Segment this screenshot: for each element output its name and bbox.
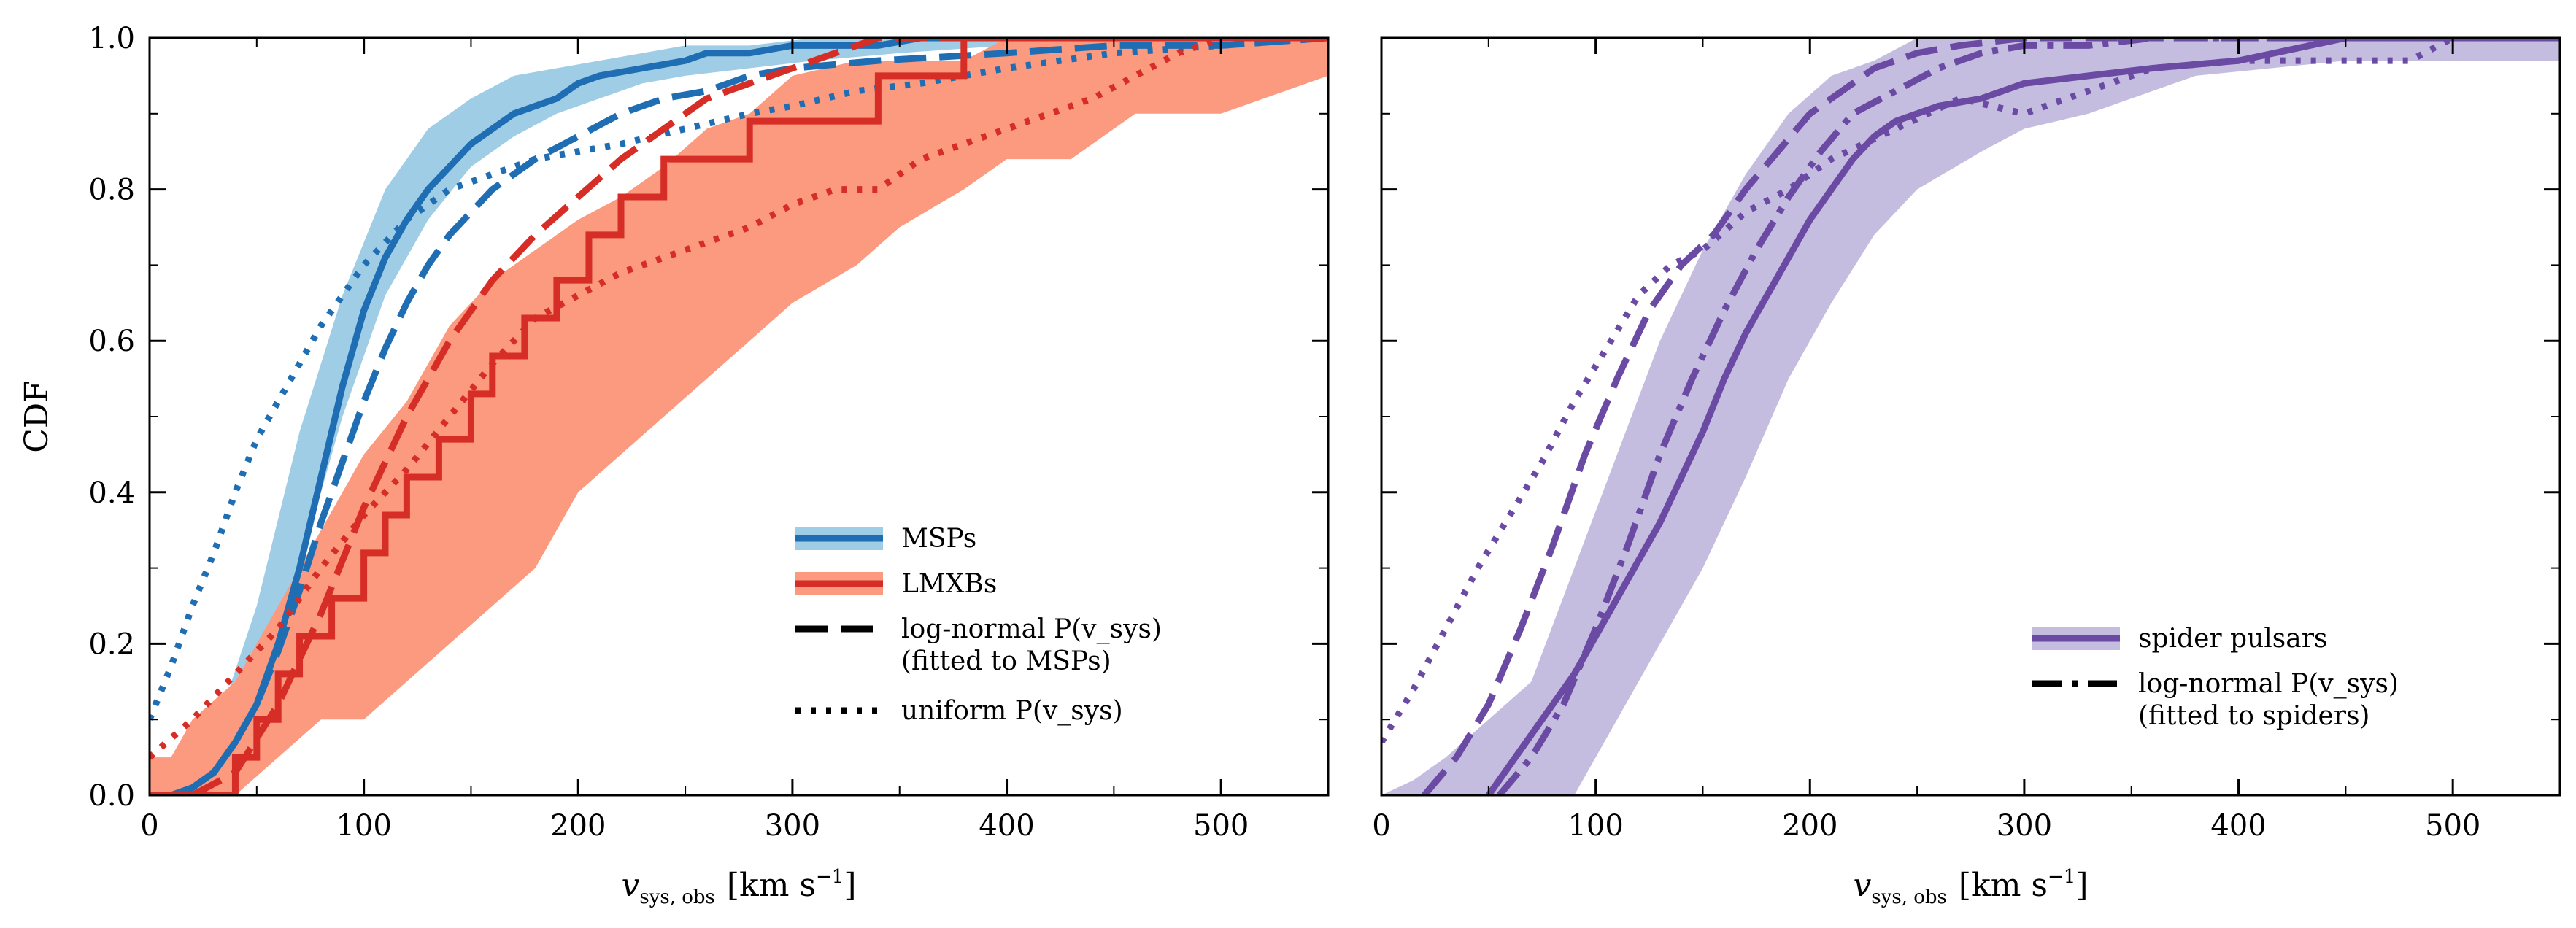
legend-label: MSPs — [901, 524, 976, 554]
x-tick-label: 200 — [550, 809, 606, 843]
lmxb_band-band — [150, 38, 1328, 795]
x-axis-label: vsys, obs [km s−1] — [1853, 866, 2088, 908]
x-tick-label: 300 — [765, 809, 820, 843]
x-tick-label: 400 — [979, 809, 1034, 843]
right-plot-area — [1381, 38, 2560, 795]
legend-label: LMXBs — [901, 569, 997, 599]
y-tick-label: 0.8 — [88, 174, 135, 207]
lmxb_lognorm-line — [190, 38, 1328, 795]
legend-item: log-normal P(v_sys)(fitted to MSPs) — [795, 614, 1162, 676]
legend-label-line2: (fitted to MSPs) — [901, 646, 1111, 676]
y-tick-label: 1.0 — [88, 22, 135, 55]
x-tick-label: 100 — [336, 809, 391, 843]
left-legend: MSPs LMXBs log-normal P(v_sys)(fitted to M… — [795, 524, 1162, 726]
y-tick-label: 0.4 — [88, 476, 135, 510]
x-tick-label: 200 — [1782, 809, 1837, 843]
x-tick-label: 400 — [2210, 809, 2266, 843]
spider_lognorm2-line — [1422, 38, 2560, 795]
spider_band-band — [1381, 38, 2560, 795]
y-axis-label: CDF — [18, 380, 55, 452]
spider_ecdf-line — [1486, 38, 2560, 795]
left-plot-area — [150, 38, 1328, 795]
legend-label: log-normal P(v_sys) — [2138, 669, 2399, 699]
right-panel: 0 100 200 300 400 500 vsys, obs [km s−1] spider … — [1372, 36, 2561, 908]
x-tick-label: 500 — [2425, 809, 2480, 843]
msp_lognorm-line — [169, 38, 1328, 795]
y-tick-label: 0.0 — [88, 779, 135, 813]
legend-item: LMXBs — [795, 569, 997, 599]
y-tick-label: 0.6 — [88, 325, 135, 358]
x-axis-label: vsys, obs [km s−1] — [621, 866, 856, 908]
legend-item: spider pulsars — [2032, 624, 2327, 654]
legend-item: log-normal P(v_sys)(fitted to spiders) — [2032, 669, 2399, 731]
x-tick-label: 0 — [140, 809, 158, 843]
legend-item: uniform P(v_sys) — [795, 696, 1123, 726]
legend-label-line2: (fitted to spiders) — [2138, 701, 2369, 731]
x-tick-label: 300 — [1997, 809, 2052, 843]
left-panel: 0 100 200 300 400 500 0.0 0.2 0.4 0.6 0.8 1.0 vsys, … — [88, 22, 1330, 908]
legend-label: uniform P(v_sys) — [901, 696, 1123, 726]
x-tick-label: 100 — [1567, 809, 1623, 843]
right-legend: spider pulsars log-normal P(v_sys)(fitted… — [2032, 624, 2399, 731]
y-tick-label: 0.2 — [88, 627, 135, 661]
legend-item: MSPs — [795, 524, 976, 554]
lmxb_ecdf-line — [150, 38, 1328, 795]
lmxb_uniform-line — [150, 38, 1222, 760]
spider_lognorm-line — [1497, 38, 2560, 795]
legend-label: log-normal P(v_sys) — [901, 614, 1162, 644]
x-tick-label: 500 — [1193, 809, 1249, 843]
legend-label: spider pulsars — [2138, 624, 2327, 654]
x-tick-label: 0 — [1372, 809, 1390, 843]
